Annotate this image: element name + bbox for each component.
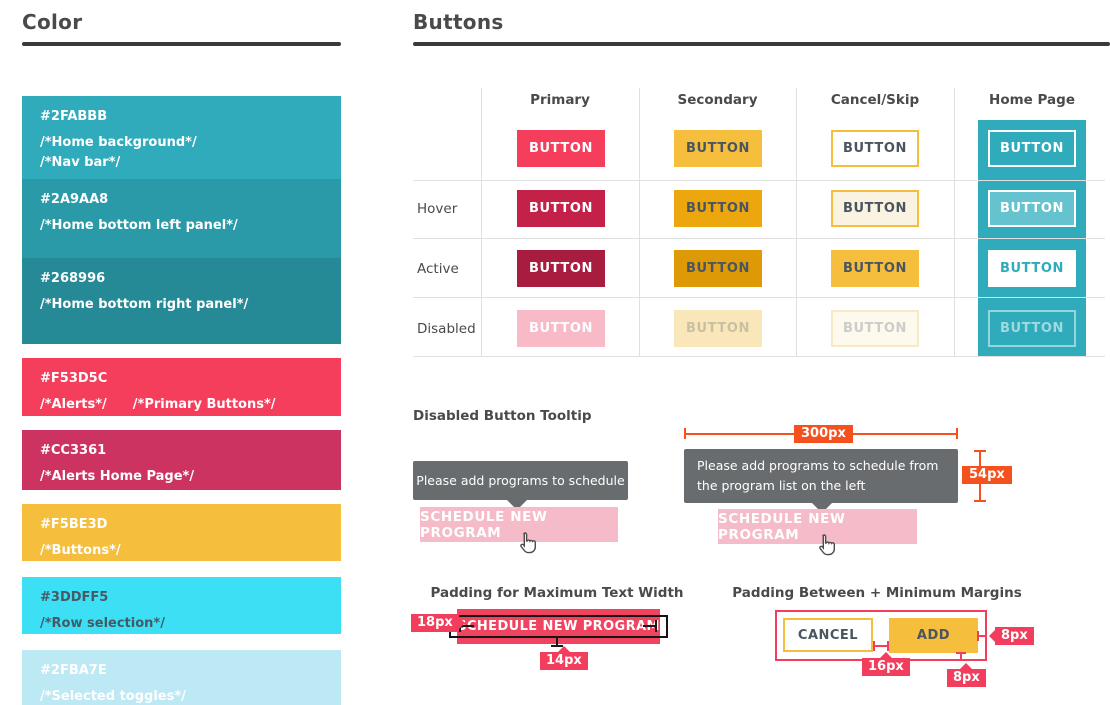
tooltip-arrow [507,500,527,510]
swatch-hex: #2FBA7E [40,663,107,678]
hand-cursor-icon [520,532,536,554]
width-annotation-tag: 300px [794,425,853,443]
bottom-margin-annotation-tag: 8px [947,663,986,687]
swatch-comment: /*Row selection*/ [40,616,165,631]
max-text-outline-box: SCHEDULE NEW PROGRAM [449,615,668,638]
measure-line [461,625,474,627]
measure-line [960,653,962,661]
column-header-secondary: Secondary [677,92,758,108]
button-sample-homepage-active[interactable]: BUTTON [988,250,1076,287]
button-sample-secondary-hover[interactable]: BUTTON [674,190,762,227]
color-swatch: #2A9AA8 /*Home bottom left panel*/ [22,179,341,258]
table-grid-line [796,88,797,356]
measure-tick [655,620,657,632]
swatch-hex: #2A9AA8 [40,192,109,207]
right-margin-annotation-tag: 8px [989,627,1034,645]
hand-cursor-icon [819,534,835,556]
color-section-divider [22,42,341,46]
swatch-comment: /*Buttons*/ [40,543,121,558]
buttons-section-divider [413,42,1110,46]
button-sample-cancel-active[interactable]: BUTTON [831,250,919,287]
measure-tick [873,641,875,651]
column-header-primary: Primary [530,92,590,108]
swatch-comment: /*Alerts*//*Primary Buttons*/ [40,397,276,412]
color-section-title: Color [22,10,83,34]
measure-line [556,636,558,647]
tooltip-section-title: Disabled Button Tooltip [413,408,592,424]
measure-tick [887,641,889,651]
button-sample-homepage-default[interactable]: BUTTON [988,130,1076,167]
add-button[interactable]: ADD [889,618,978,653]
schedule-new-program-button-disabled[interactable]: SCHEDULE NEW PROGRAM [718,509,917,544]
swatch-comment: /*Home background*/ [40,135,197,150]
tooltip-long: Please add programs to schedule from the… [684,449,958,503]
padding-margins-title: Padding Between + Minimum Margins [732,585,1022,601]
bottom-padding-annotation-tag: 14px [540,646,588,670]
between-annotation-tag: 16px [862,652,910,676]
color-swatch: #F5BE3D /*Buttons*/ [22,504,341,561]
table-grid-line [413,356,1105,357]
button-sample-cancel-disabled[interactable]: BUTTON [831,310,919,347]
tooltip-short: Please add programs to schedule [413,461,628,500]
color-swatch: #3DDFF5 /*Row selection*/ [22,577,341,634]
button-sample-secondary-default[interactable]: BUTTON [674,130,762,167]
buttons-section-title: Buttons [413,10,504,34]
color-swatch: #2FABBB /*Home background*/ /*Nav bar*/ [22,96,341,179]
measure-tick [551,645,563,647]
button-sample-homepage-disabled[interactable]: BUTTON [988,310,1076,347]
swatch-comment: /*Home bottom left panel*/ [40,218,238,233]
swatch-comment: /*Alerts Home Page*/ [40,469,195,484]
swatch-comment: /*Nav bar*/ [40,155,121,170]
measure-line [978,635,987,637]
table-grid-line [954,88,955,356]
cancel-button[interactable]: CANCEL [783,618,873,652]
swatch-comment: /*Home bottom right panel*/ [40,297,249,312]
color-swatch: #2FBA7E /*Selected toggles*/ [22,650,341,705]
measure-line [643,625,656,627]
max-text-width-button[interactable]: SCHEDULE NEW PROGRAM [449,609,668,644]
side-padding-annotation-tag: 18px [411,614,465,632]
button-sample-primary-active[interactable]: BUTTON [517,250,605,287]
swatch-comment: /*Selected toggles*/ [40,689,186,704]
button-sample-cancel-default[interactable]: BUTTON [831,130,919,167]
tooltip-arrow [812,503,832,513]
color-swatch: #268996 /*Home bottom right panel*/ [22,258,341,344]
measure-line [875,645,888,647]
table-grid-line [413,297,1105,298]
table-grid-line [413,180,1105,181]
padding-text-title: Padding for Maximum Text Width [430,585,684,601]
swatch-hex: #F53D5C [40,371,108,386]
table-grid-line [639,88,640,356]
swatch-hex: #2FABBB [40,109,108,124]
button-sample-primary-disabled[interactable]: BUTTON [517,310,605,347]
table-grid-line [481,88,482,356]
button-sample-homepage-hover[interactable]: BUTTON [988,190,1076,227]
row-label-hover: Hover [417,201,458,217]
color-swatch: #CC3361 /*Alerts Home Page*/ [22,430,341,490]
table-grid-line [413,238,1105,239]
row-label-disabled: Disabled [417,321,476,337]
button-sample-secondary-active[interactable]: BUTTON [674,250,762,287]
swatch-hex: #3DDFF5 [40,590,109,605]
column-header-cancel-skip: Cancel/Skip [830,92,920,108]
schedule-new-program-button-disabled[interactable]: SCHEDULE NEW PROGRAM [420,507,618,542]
measure-tick [956,652,966,654]
measure-tick [977,631,979,641]
button-sample-secondary-disabled[interactable]: BUTTON [674,310,762,347]
button-sample-primary-hover[interactable]: BUTTON [517,190,605,227]
swatch-hex: #CC3361 [40,443,107,458]
button-sample-primary-default[interactable]: BUTTON [517,130,605,167]
swatch-hex: #F5BE3D [40,517,108,532]
height-annotation-tag: 54px [962,466,1012,484]
color-swatch: #F53D5C /*Alerts*//*Primary Buttons*/ [22,358,341,416]
column-header-home-page: Home Page [989,92,1075,108]
button-sample-cancel-hover[interactable]: BUTTON [831,190,919,227]
swatch-hex: #268996 [40,271,106,286]
row-label-active: Active [417,261,459,277]
